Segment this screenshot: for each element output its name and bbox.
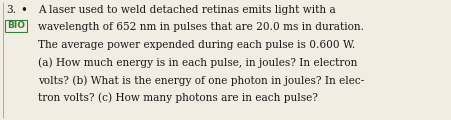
Text: The average power expended during each pulse is 0.600 W.: The average power expended during each p… <box>38 40 354 50</box>
Text: 3.: 3. <box>6 5 16 15</box>
Text: wavelength of 652 nm in pulses that are 20.0 ms in duration.: wavelength of 652 nm in pulses that are … <box>38 23 363 33</box>
Text: (a) How much energy is in each pulse, in joules? In electron: (a) How much energy is in each pulse, in… <box>38 57 357 68</box>
Text: BIO: BIO <box>7 21 25 30</box>
Text: •: • <box>20 4 27 17</box>
Text: volts? (b) What is the energy of one photon in joules? In elec-: volts? (b) What is the energy of one pho… <box>38 75 364 86</box>
Text: A laser used to weld detached retinas emits light with a: A laser used to weld detached retinas em… <box>38 5 335 15</box>
Text: tron volts? (c) How many photons are in each pulse?: tron volts? (c) How many photons are in … <box>38 93 317 103</box>
